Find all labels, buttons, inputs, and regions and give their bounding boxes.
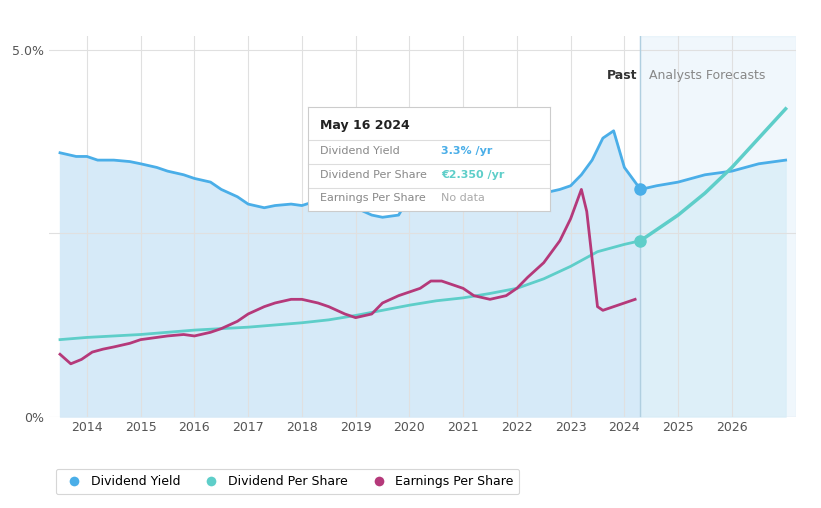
Text: Analysts Forecasts: Analysts Forecasts (649, 69, 765, 81)
Text: Dividend Per Share: Dividend Per Share (320, 170, 427, 180)
Text: May 16 2024: May 16 2024 (320, 119, 410, 132)
Text: Earnings Per Share: Earnings Per Share (320, 194, 426, 203)
Text: €2.350 /yr: €2.350 /yr (441, 170, 504, 180)
Bar (640, 36, 796, 417)
Text: Past: Past (608, 69, 638, 81)
Text: Dividend Yield: Dividend Yield (320, 146, 400, 156)
Text: No data: No data (441, 194, 485, 203)
Legend: Dividend Yield, Dividend Per Share, Earnings Per Share: Dividend Yield, Dividend Per Share, Earn… (56, 468, 520, 494)
Text: 3.3% /yr: 3.3% /yr (441, 146, 493, 156)
